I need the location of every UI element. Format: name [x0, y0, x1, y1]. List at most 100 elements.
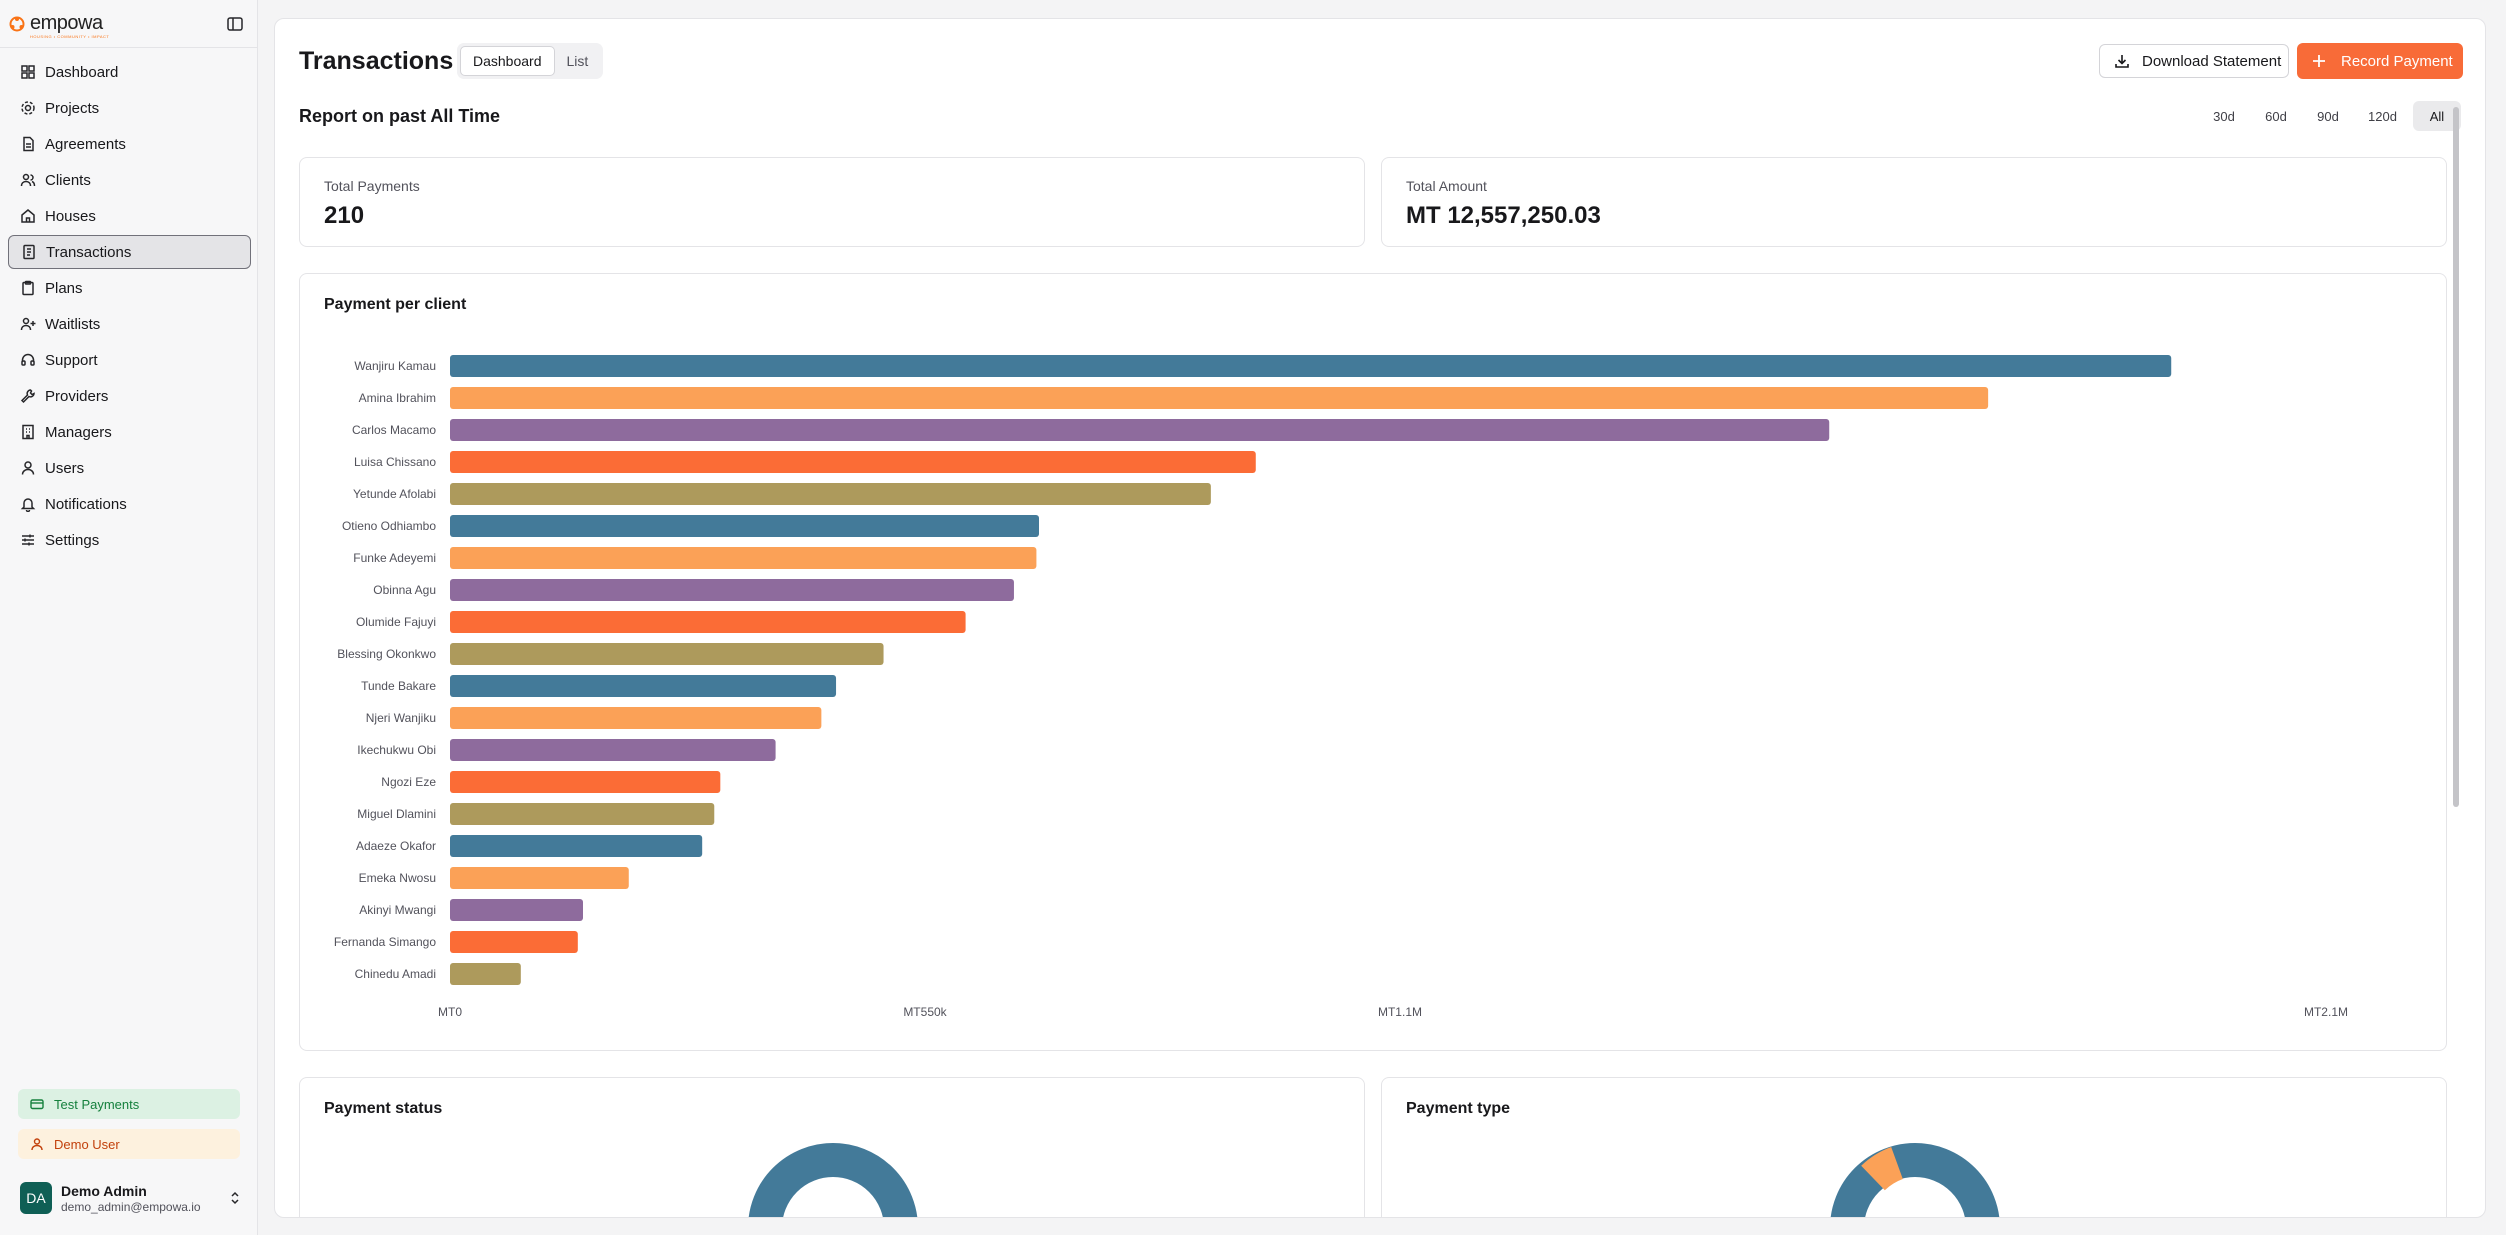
- sidebar-item-dashboard[interactable]: Dashboard: [8, 55, 251, 89]
- bar[interactable]: [450, 643, 884, 665]
- record-payment-button[interactable]: Record Payment: [2297, 43, 2463, 79]
- range-all[interactable]: All: [2412, 101, 2461, 131]
- sidebar-item-transactions[interactable]: Transactions: [8, 235, 251, 269]
- bar[interactable]: [450, 707, 822, 729]
- category-label: Chinedu Amadi: [355, 967, 436, 981]
- category-label: Obinna Agu: [373, 583, 436, 597]
- category-label: Ikechukwu Obi: [357, 743, 436, 757]
- wrench-icon: [20, 388, 36, 404]
- download-icon: [2114, 53, 2130, 69]
- range-120d[interactable]: 120d: [2368, 108, 2397, 124]
- chart-title: Payment per client: [324, 296, 467, 313]
- sidebar-item-label: Agreements: [45, 135, 126, 153]
- payment-type-title: Payment type: [1406, 1100, 1511, 1117]
- category-label: Otieno Odhiambo: [342, 519, 436, 533]
- bar[interactable]: [450, 899, 583, 921]
- sidebar-item-houses[interactable]: Houses: [8, 199, 251, 233]
- sidebar-item-users[interactable]: Users: [8, 451, 251, 485]
- download-statement-label: Download Statement: [2142, 52, 2282, 70]
- bar[interactable]: [450, 579, 1014, 601]
- user-name: Demo Admin: [61, 1182, 147, 1199]
- bar[interactable]: [450, 515, 1039, 537]
- demo-user-badge[interactable]: Demo User: [18, 1129, 240, 1159]
- bar[interactable]: [450, 451, 1256, 473]
- payment-type-donut: [1830, 1143, 2000, 1217]
- category-label: Miguel Dlamini: [357, 807, 436, 821]
- payment-type-slice: [1861, 1147, 1904, 1191]
- bar[interactable]: [450, 835, 703, 857]
- sidebar-item-label: Notifications: [45, 495, 127, 513]
- bar[interactable]: [450, 419, 1830, 441]
- empowa-logo-icon: [9, 16, 25, 31]
- record-payment-label: Record Payment: [2341, 52, 2453, 70]
- bar[interactable]: [450, 771, 721, 793]
- sidebar-toggle-icon[interactable]: [226, 15, 244, 33]
- bar[interactable]: [450, 355, 2172, 377]
- scrollbar-thumb[interactable]: [2453, 107, 2459, 807]
- bar[interactable]: [450, 611, 966, 633]
- sidebar: empowa HOUSING • COMMUNITY • IMPACT Dash…: [0, 0, 258, 1235]
- sidebar-item-label: Clients: [45, 171, 91, 189]
- range-selector: 30d 60d 90d 120d All: [2200, 101, 2465, 131]
- tab-dashboard[interactable]: Dashboard: [460, 46, 555, 76]
- bar[interactable]: [450, 547, 1037, 569]
- sidebar-item-managers[interactable]: Managers: [8, 415, 251, 449]
- range-90d[interactable]: 90d: [2317, 108, 2339, 124]
- user-icon: [30, 1137, 44, 1151]
- test-payments-badge[interactable]: Test Payments: [18, 1089, 240, 1119]
- sidebar-item-providers[interactable]: Providers: [8, 379, 251, 413]
- sidebar-item-label: Plans: [45, 279, 83, 297]
- bar[interactable]: [450, 931, 578, 953]
- tab-list[interactable]: List: [566, 53, 589, 69]
- total-amount-card: Total Amount MT 12,557,250.03: [1381, 157, 2447, 247]
- category-label: Ngozi Eze: [381, 775, 436, 789]
- user-icon: [20, 460, 36, 476]
- sidebar-item-projects[interactable]: Projects: [8, 91, 251, 125]
- bar[interactable]: [450, 867, 629, 889]
- user-text: Demo Admin demo_admin@empowa.io: [61, 1183, 201, 1214]
- sidebar-item-support[interactable]: Support: [8, 343, 251, 377]
- category-label: Adaeze Okafor: [356, 839, 436, 853]
- sidebar-nav: Dashboard Projects Agreements Clients Ho…: [8, 55, 251, 559]
- sidebar-item-waitlists[interactable]: Waitlists: [8, 307, 251, 341]
- range-30d[interactable]: 30d: [2213, 108, 2235, 124]
- bar[interactable]: [450, 739, 776, 761]
- range-60d[interactable]: 60d: [2265, 108, 2287, 124]
- plus-icon: [2311, 53, 2327, 69]
- clipboard-icon: [20, 280, 36, 296]
- sidebar-item-agreements[interactable]: Agreements: [8, 127, 251, 161]
- bar[interactable]: [450, 675, 837, 697]
- headset-icon: [20, 352, 36, 368]
- total-payments-label: Total Payments: [324, 178, 420, 194]
- sidebar-item-settings[interactable]: Settings: [8, 523, 251, 557]
- bar[interactable]: [450, 963, 521, 985]
- sidebar-item-label: Users: [45, 459, 85, 477]
- download-statement-button[interactable]: Download Statement: [2099, 44, 2289, 78]
- cog-icon: [20, 100, 36, 116]
- payment-type-chart: [1830, 1143, 2000, 1217]
- bar[interactable]: [450, 387, 1989, 409]
- category-label: Yetunde Afolabi: [353, 487, 436, 501]
- logo[interactable]: empowa: [8, 12, 103, 35]
- sidebar-item-label: Waitlists: [45, 315, 101, 333]
- logo-row: empowa HOUSING • COMMUNITY • IMPACT: [0, 0, 258, 48]
- user-menu[interactable]: DA Demo Admin demo_admin@empowa.io: [20, 1180, 242, 1216]
- file-icon: [20, 136, 36, 152]
- sidebar-item-notifications[interactable]: Notifications: [8, 487, 251, 521]
- bar[interactable]: [450, 803, 715, 825]
- sidebar-item-label: Dashboard: [45, 63, 119, 81]
- bar[interactable]: [450, 483, 1211, 505]
- sidebar-item-plans[interactable]: Plans: [8, 271, 251, 305]
- avatar: DA: [20, 1182, 52, 1214]
- x-tick-label: MT2.1M: [2304, 1005, 2348, 1019]
- payment-status-title: Payment status: [324, 1100, 443, 1117]
- receipt-icon: [21, 244, 37, 260]
- page-title: Transactions: [299, 47, 454, 75]
- report-title: Report on past All Time: [299, 106, 501, 126]
- users-icon: [20, 172, 36, 188]
- category-label: Akinyi Mwangi: [359, 903, 436, 917]
- credit-card-icon: [30, 1097, 44, 1111]
- chevrons-up-down-icon[interactable]: [228, 1190, 242, 1206]
- sidebar-item-label: Support: [45, 351, 98, 369]
- sidebar-item-clients[interactable]: Clients: [8, 163, 251, 197]
